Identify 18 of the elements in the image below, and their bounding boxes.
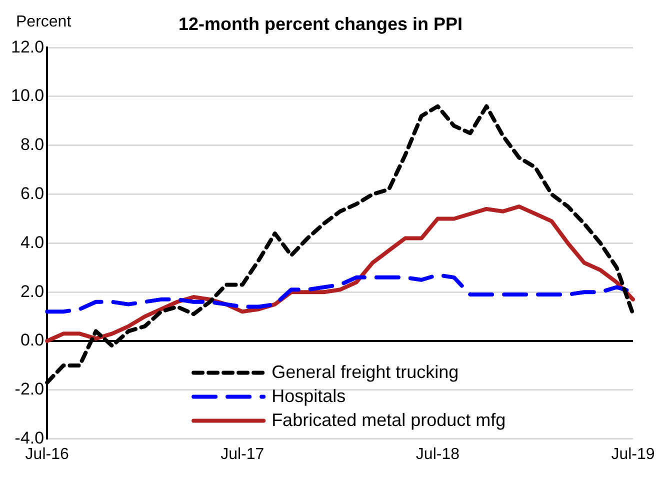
y-tick-label: 6.0 [20, 184, 44, 203]
y-tick-label: -2.0 [14, 380, 44, 399]
x-tick-label: Jul-18 [416, 446, 460, 463]
y-tick-label: 0.0 [20, 330, 44, 350]
y-axis-title: Percent [16, 13, 72, 30]
legend-label: General freight trucking [272, 362, 459, 382]
y-tick-label: -4.0 [14, 428, 44, 448]
y-tick-label: 8.0 [20, 135, 44, 154]
x-tick-label: Jul-19 [611, 446, 655, 463]
y-tick-label: 12.0 [10, 37, 44, 56]
y-tick-label: 4.0 [20, 232, 44, 252]
legend-label: Fabricated metal product mfg [272, 410, 506, 430]
chart-title: 12-month percent changes in PPI [178, 14, 463, 34]
x-tick-label: Jul-16 [25, 446, 69, 463]
y-tick-label: 10.0 [10, 86, 44, 106]
legend-label: Hospitals [272, 386, 346, 406]
y-tick-label: 2.0 [20, 282, 44, 301]
x-tick-label: Jul-17 [220, 446, 264, 463]
